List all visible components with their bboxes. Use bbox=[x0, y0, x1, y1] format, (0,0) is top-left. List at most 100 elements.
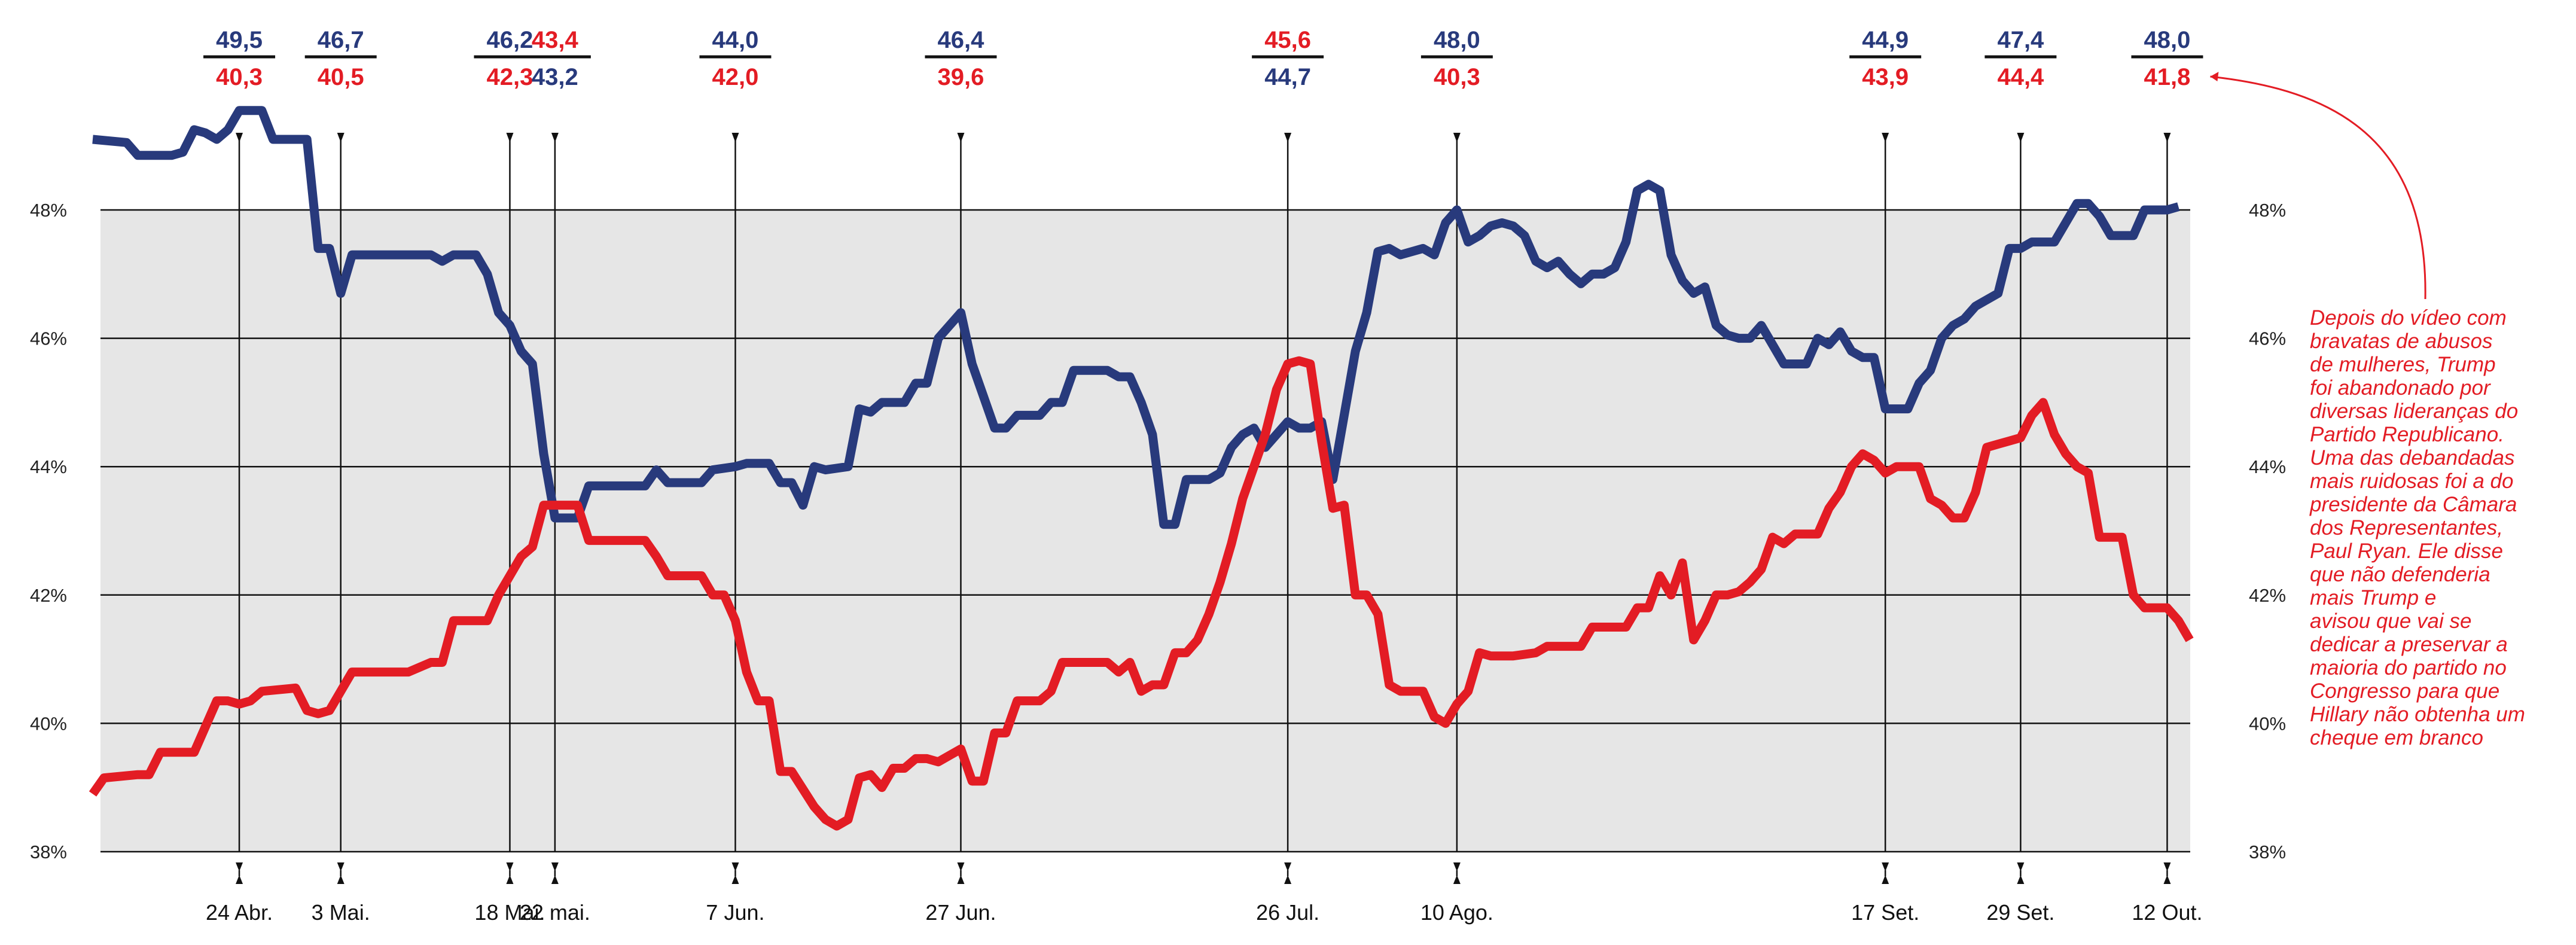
marker-top-value: 47,4 bbox=[1997, 27, 2044, 53]
event-arrow-bottom-down bbox=[2017, 862, 2025, 871]
event-arrow-bottom-up bbox=[731, 875, 739, 884]
annotation-leader-line bbox=[2210, 75, 2426, 300]
event-arrow-top bbox=[957, 133, 965, 142]
annotation-line: Partido Republicano. bbox=[2310, 423, 2504, 446]
event-arrow-bottom-down bbox=[506, 862, 514, 871]
marker-bottom-value: 43,2 bbox=[532, 64, 578, 90]
x-tick-label: 17 Set. bbox=[1851, 900, 1919, 925]
x-tick-label: 3 Mai. bbox=[312, 900, 370, 925]
marker-top-value: 44,9 bbox=[1862, 27, 1909, 53]
marker-bottom-value: 40,3 bbox=[216, 64, 263, 90]
x-tick-label: 24 Abr. bbox=[206, 900, 273, 925]
event-value-labels: 49,5 40,3 46,7 40,5 46,2 42,3 43,4 43,2 44,0 42,0… bbox=[203, 27, 2203, 90]
marker-top-value: 46,2 bbox=[487, 27, 534, 53]
annotation-line: avisou que vai se bbox=[2310, 609, 2472, 633]
annotation-arrowhead bbox=[2210, 72, 2219, 81]
annotation-line: dos Representantes, bbox=[2310, 516, 2503, 539]
annotation-line: Hillary não obtenha um bbox=[2310, 703, 2525, 726]
event-arrow-bottom-up bbox=[551, 875, 559, 884]
event-arrow-top bbox=[2163, 133, 2171, 142]
y-tick-label-right: 46% bbox=[2249, 328, 2286, 349]
annotation-line: presidente da Câmara bbox=[2310, 493, 2517, 516]
annotation-line: cheque em branco bbox=[2310, 726, 2483, 749]
event-arrow-bottom-up bbox=[236, 875, 243, 884]
annotation-line: Congresso para que bbox=[2310, 679, 2500, 703]
event-arrow-top bbox=[337, 133, 345, 142]
x-tick-label: 29 Set. bbox=[1986, 900, 2054, 925]
annotation-line: maioria do partido no bbox=[2310, 656, 2507, 679]
y-tick-label-right: 38% bbox=[2249, 842, 2286, 862]
event-arrow-bottom-up bbox=[1284, 875, 1292, 884]
y-tick-label-right: 48% bbox=[2249, 200, 2286, 221]
annotation-line: Paul Ryan. Ele disse bbox=[2310, 539, 2503, 563]
annotation-line: que não defenderia bbox=[2310, 563, 2490, 586]
event-arrow-bottom-up bbox=[337, 875, 345, 884]
marker-bottom-value: 42,3 bbox=[487, 64, 534, 90]
event-arrow-bottom-up bbox=[2017, 875, 2025, 884]
y-tick-label-left: 48% bbox=[30, 200, 67, 221]
event-arrow-bottom-up bbox=[2163, 875, 2171, 884]
marker-top-value: 46,7 bbox=[318, 27, 364, 53]
marker-top-value: 44,0 bbox=[712, 27, 759, 53]
event-arrow-bottom-down bbox=[957, 862, 965, 871]
x-tick-label: 27 Jun. bbox=[925, 900, 996, 925]
blue-series-line bbox=[92, 106, 2180, 529]
y-tick-label-left: 44% bbox=[30, 456, 67, 477]
event-arrow-bottom-down bbox=[1284, 862, 1292, 871]
event-arrow-bottom-down bbox=[337, 862, 345, 871]
plot-background bbox=[100, 210, 2190, 852]
annotation-line: de mulheres, Trump bbox=[2310, 353, 2496, 376]
event-arrow-bottom-down bbox=[1882, 862, 1889, 871]
annotation-line: mais Trump e bbox=[2310, 586, 2437, 609]
series-lines bbox=[89, 106, 2194, 831]
y-tick-label-right: 40% bbox=[2249, 713, 2286, 734]
marker-bottom-value: 42,0 bbox=[712, 64, 759, 90]
event-arrow-bottom-down bbox=[1453, 862, 1461, 871]
annotation-line: Depois do vídeo com bbox=[2310, 306, 2507, 330]
x-tick-label: 7 Jun. bbox=[706, 900, 764, 925]
marker-bottom-value: 40,3 bbox=[1434, 64, 1480, 90]
event-arrow-bottom-up bbox=[957, 875, 965, 884]
event-arrow-top bbox=[236, 133, 243, 142]
event-arrow-top bbox=[2017, 133, 2025, 142]
annotation-text: Depois do vídeo com bravatas de abusos d… bbox=[2310, 306, 2573, 749]
red-series-line bbox=[89, 356, 2194, 831]
annotation-line: mais ruidosas foi a do bbox=[2310, 470, 2514, 493]
y-tick-label-right: 44% bbox=[2249, 456, 2286, 477]
event-arrow-bottom-down bbox=[731, 862, 739, 871]
event-arrow-top bbox=[551, 133, 559, 142]
event-lines bbox=[236, 133, 2171, 884]
x-axis-labels: 24 Abr. 3 Mai. 18 Mai.22 mai. 7 Jun. 27 Jun.… bbox=[206, 900, 2202, 925]
gridlines bbox=[100, 209, 2190, 853]
x-tick-label: 10 Ago. bbox=[1420, 900, 1493, 925]
marker-top-value: 49,5 bbox=[216, 27, 263, 53]
event-arrow-bottom-down bbox=[551, 862, 559, 871]
event-arrow-bottom-down bbox=[2163, 862, 2171, 871]
event-arrow-top bbox=[1453, 133, 1461, 142]
annotation-line: dedicar a preservar a bbox=[2310, 633, 2508, 656]
event-arrow-top bbox=[506, 133, 514, 142]
marker-top-value: 46,4 bbox=[938, 27, 985, 53]
event-arrow-bottom-down bbox=[236, 862, 243, 871]
annotation-line: foi abandonado por bbox=[2310, 376, 2490, 400]
marker-top-value: 43,4 bbox=[532, 27, 579, 53]
y-axis-labels: 38% 38% 40% 40% 42% 42% 44% 44% 46% 46% 48% 48% bbox=[30, 200, 2286, 862]
event-arrow-bottom-up bbox=[1882, 875, 1889, 884]
marker-top-value: 48,0 bbox=[1434, 27, 1480, 53]
marker-bottom-value: 40,5 bbox=[318, 64, 364, 90]
marker-top-value: 48,0 bbox=[2144, 27, 2191, 53]
marker-bottom-value: 41,8 bbox=[2144, 64, 2191, 90]
marker-bottom-value: 44,7 bbox=[1264, 64, 1311, 90]
annotation-line: bravatas de abusos bbox=[2310, 330, 2493, 353]
y-tick-label-left: 42% bbox=[30, 585, 67, 606]
x-tick-label: 12 Out. bbox=[2132, 900, 2202, 925]
x-tick-label: 26 Jul. bbox=[1256, 900, 1319, 925]
marker-bottom-value: 43,9 bbox=[1862, 64, 1909, 90]
y-tick-label-left: 46% bbox=[30, 328, 67, 349]
event-arrow-top bbox=[1882, 133, 1889, 142]
y-tick-label-left: 40% bbox=[30, 713, 67, 734]
y-tick-label-left: 38% bbox=[30, 842, 67, 862]
x-tick-label: 22 mai. bbox=[520, 900, 590, 925]
y-tick-label-right: 42% bbox=[2249, 585, 2286, 606]
